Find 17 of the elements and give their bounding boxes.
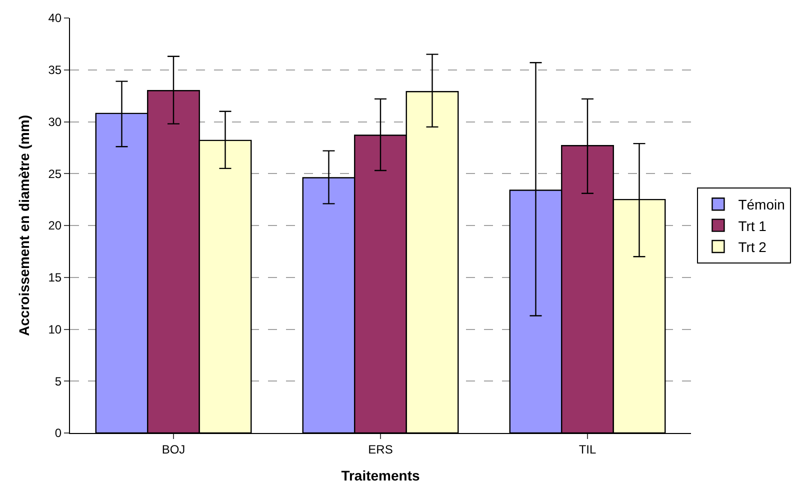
y-tick-label: 15 xyxy=(48,270,62,285)
y-tick-label: 40 xyxy=(48,11,62,26)
y-tick-label: 20 xyxy=(48,218,62,233)
legend-label: Trt 1 xyxy=(738,218,767,234)
y-tick-label: 35 xyxy=(48,63,62,78)
x-tick-label: TIL xyxy=(578,442,596,456)
y-tick-label: 5 xyxy=(54,374,62,388)
y-tick-label: 30 xyxy=(48,114,62,129)
x-tick-label: ERS xyxy=(368,442,393,456)
legend-label: Témoin xyxy=(738,196,785,213)
x-axis-title: Traitements xyxy=(341,468,420,484)
y-axis-title: Accroissement en diamètre (mm) xyxy=(16,115,32,336)
y-tick-label: 10 xyxy=(48,322,62,336)
x-tick-label: BOJ xyxy=(162,442,186,456)
y-tick-label: 25 xyxy=(48,166,62,181)
y-tick-label: 0 xyxy=(54,426,62,440)
legend-label: Trt 2 xyxy=(738,238,767,255)
